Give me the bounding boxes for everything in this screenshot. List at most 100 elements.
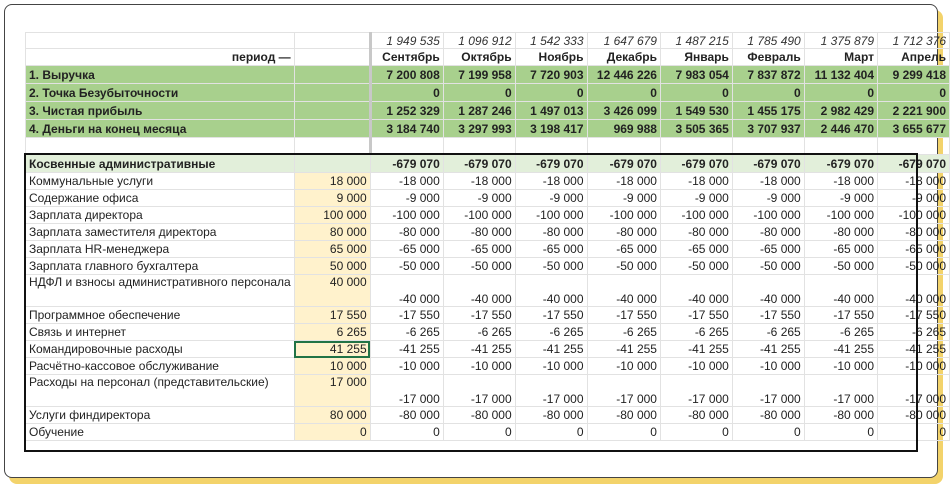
value-cell[interactable]: 7 720 903 [514, 65, 588, 84]
amount-cell[interactable]: 80 000 [293, 223, 371, 241]
month-header[interactable]: Январь [659, 48, 733, 66]
month-header[interactable]: Ноябрь [514, 48, 588, 66]
value-cell[interactable]: 0 [877, 83, 950, 102]
empty-cell[interactable] [803, 137, 879, 155]
row-label[interactable]: 1. Выручка [25, 65, 295, 84]
value-cell[interactable]: -80 000 [803, 223, 879, 241]
empty-cell[interactable] [514, 137, 588, 155]
value-cell[interactable]: 0 [803, 83, 879, 102]
row-label[interactable]: Расчётно-кассовое обслуживание [25, 357, 295, 375]
value-cell[interactable]: -9 000 [442, 189, 516, 207]
empty-cell[interactable] [586, 137, 661, 155]
row-label[interactable]: Зарплата директора [25, 206, 295, 224]
value-cell[interactable]: -40 000 [731, 274, 805, 307]
value-cell[interactable]: -6 265 [369, 323, 444, 341]
value-cell[interactable]: -50 000 [369, 257, 444, 275]
value-cell[interactable]: -9 000 [659, 189, 733, 207]
value-cell[interactable]: 1 252 329 [369, 101, 444, 120]
empty-cell[interactable] [442, 137, 516, 155]
value-cell[interactable]: -40 000 [369, 274, 444, 307]
value-cell[interactable]: -17 000 [877, 374, 950, 407]
value-cell[interactable]: -40 000 [514, 274, 588, 307]
value-cell[interactable]: 2 982 429 [803, 101, 879, 120]
empty-cell[interactable] [25, 137, 295, 155]
value-cell[interactable]: 0 [731, 83, 805, 102]
section-label[interactable]: Косвенные административные [25, 154, 295, 173]
value-cell[interactable]: -10 000 [586, 357, 661, 375]
value-cell[interactable]: 3 426 099 [586, 101, 661, 120]
value-cell[interactable]: 2 446 470 [803, 119, 879, 138]
row-label[interactable]: Услуги финдиректора [25, 406, 295, 424]
amount-cell[interactable]: 9 000 [293, 189, 371, 207]
value-cell[interactable]: 11 132 404 [803, 65, 879, 84]
row-label[interactable]: Коммунальные услуги [25, 172, 295, 190]
value-cell[interactable]: -80 000 [442, 223, 516, 241]
value-cell[interactable]: -80 000 [514, 406, 588, 424]
value-cell[interactable]: -80 000 [369, 223, 444, 241]
value-cell[interactable]: 0 [803, 423, 879, 441]
value-cell[interactable]: -18 000 [586, 172, 661, 190]
value-cell[interactable]: 7 200 808 [369, 65, 444, 84]
value-cell[interactable]: -100 000 [659, 206, 733, 224]
value-cell[interactable]: -65 000 [514, 240, 588, 258]
value-cell[interactable]: -6 265 [442, 323, 516, 341]
value-cell[interactable]: 0 [369, 83, 444, 102]
month-header[interactable]: Октябрь [442, 48, 516, 66]
value-cell[interactable]: -41 255 [877, 340, 950, 358]
value-cell[interactable]: 7 837 872 [731, 65, 805, 84]
top-value[interactable]: 1 096 912 [442, 32, 516, 49]
value-cell[interactable]: -100 000 [586, 206, 661, 224]
row-label[interactable]: 3. Чистая прибыль [25, 101, 295, 120]
value-cell[interactable]: -40 000 [877, 274, 950, 307]
value-cell[interactable]: -40 000 [803, 274, 879, 307]
value-cell[interactable]: -17 000 [514, 374, 588, 407]
value-cell[interactable]: 9 299 418 [877, 65, 950, 84]
value-cell[interactable]: -18 000 [442, 172, 516, 190]
empty-cell[interactable] [293, 83, 372, 102]
top-value[interactable]: 1 375 879 [803, 32, 879, 49]
value-cell[interactable]: 7 199 958 [442, 65, 516, 84]
value-cell[interactable]: 0 [514, 423, 588, 441]
value-cell[interactable]: -9 000 [731, 189, 805, 207]
value-cell[interactable]: -80 000 [659, 223, 733, 241]
value-cell[interactable]: -17 550 [514, 306, 588, 324]
value-cell[interactable]: 1 497 013 [514, 101, 588, 120]
value-cell[interactable]: -6 265 [514, 323, 588, 341]
top-value[interactable]: 1 712 376 [877, 32, 950, 49]
amount-cell[interactable]: 10 000 [293, 357, 371, 375]
value-cell[interactable]: -6 265 [586, 323, 661, 341]
empty-cell[interactable] [369, 137, 444, 155]
value-cell[interactable]: -50 000 [659, 257, 733, 275]
value-cell[interactable]: -18 000 [514, 172, 588, 190]
value-cell[interactable]: -40 000 [659, 274, 733, 307]
value-cell[interactable]: 3 505 365 [659, 119, 733, 138]
value-cell[interactable]: 969 988 [586, 119, 661, 138]
value-cell[interactable]: 12 446 226 [586, 65, 661, 84]
value-cell[interactable]: -80 000 [731, 406, 805, 424]
empty-cell[interactable] [293, 137, 372, 155]
value-cell[interactable]: -41 255 [586, 340, 661, 358]
value-cell[interactable]: -17 000 [803, 374, 879, 407]
month-header[interactable]: Декабрь [586, 48, 661, 66]
empty-cell[interactable] [877, 137, 950, 155]
value-cell[interactable]: -80 000 [659, 406, 733, 424]
value-cell[interactable]: -10 000 [369, 357, 444, 375]
value-cell[interactable]: -17 000 [369, 374, 444, 407]
empty-cell[interactable] [25, 32, 295, 49]
value-cell[interactable]: 0 [586, 423, 661, 441]
value-cell[interactable]: -679 070 [369, 154, 444, 173]
amount-cell[interactable]: 18 000 [293, 172, 371, 190]
value-cell[interactable]: 3 198 417 [514, 119, 588, 138]
value-cell[interactable]: -65 000 [659, 240, 733, 258]
value-cell[interactable]: -50 000 [731, 257, 805, 275]
row-label[interactable]: 2. Точка Безубыточности [25, 83, 295, 102]
value-cell[interactable]: -65 000 [877, 240, 950, 258]
empty-cell[interactable] [293, 32, 372, 49]
value-cell[interactable]: -80 000 [514, 223, 588, 241]
month-header[interactable]: Сентябрь [369, 48, 444, 66]
value-cell[interactable]: -80 000 [877, 406, 950, 424]
value-cell[interactable]: -50 000 [586, 257, 661, 275]
empty-cell[interactable] [293, 101, 372, 120]
value-cell[interactable]: -17 550 [877, 306, 950, 324]
value-cell[interactable]: -679 070 [514, 154, 588, 173]
